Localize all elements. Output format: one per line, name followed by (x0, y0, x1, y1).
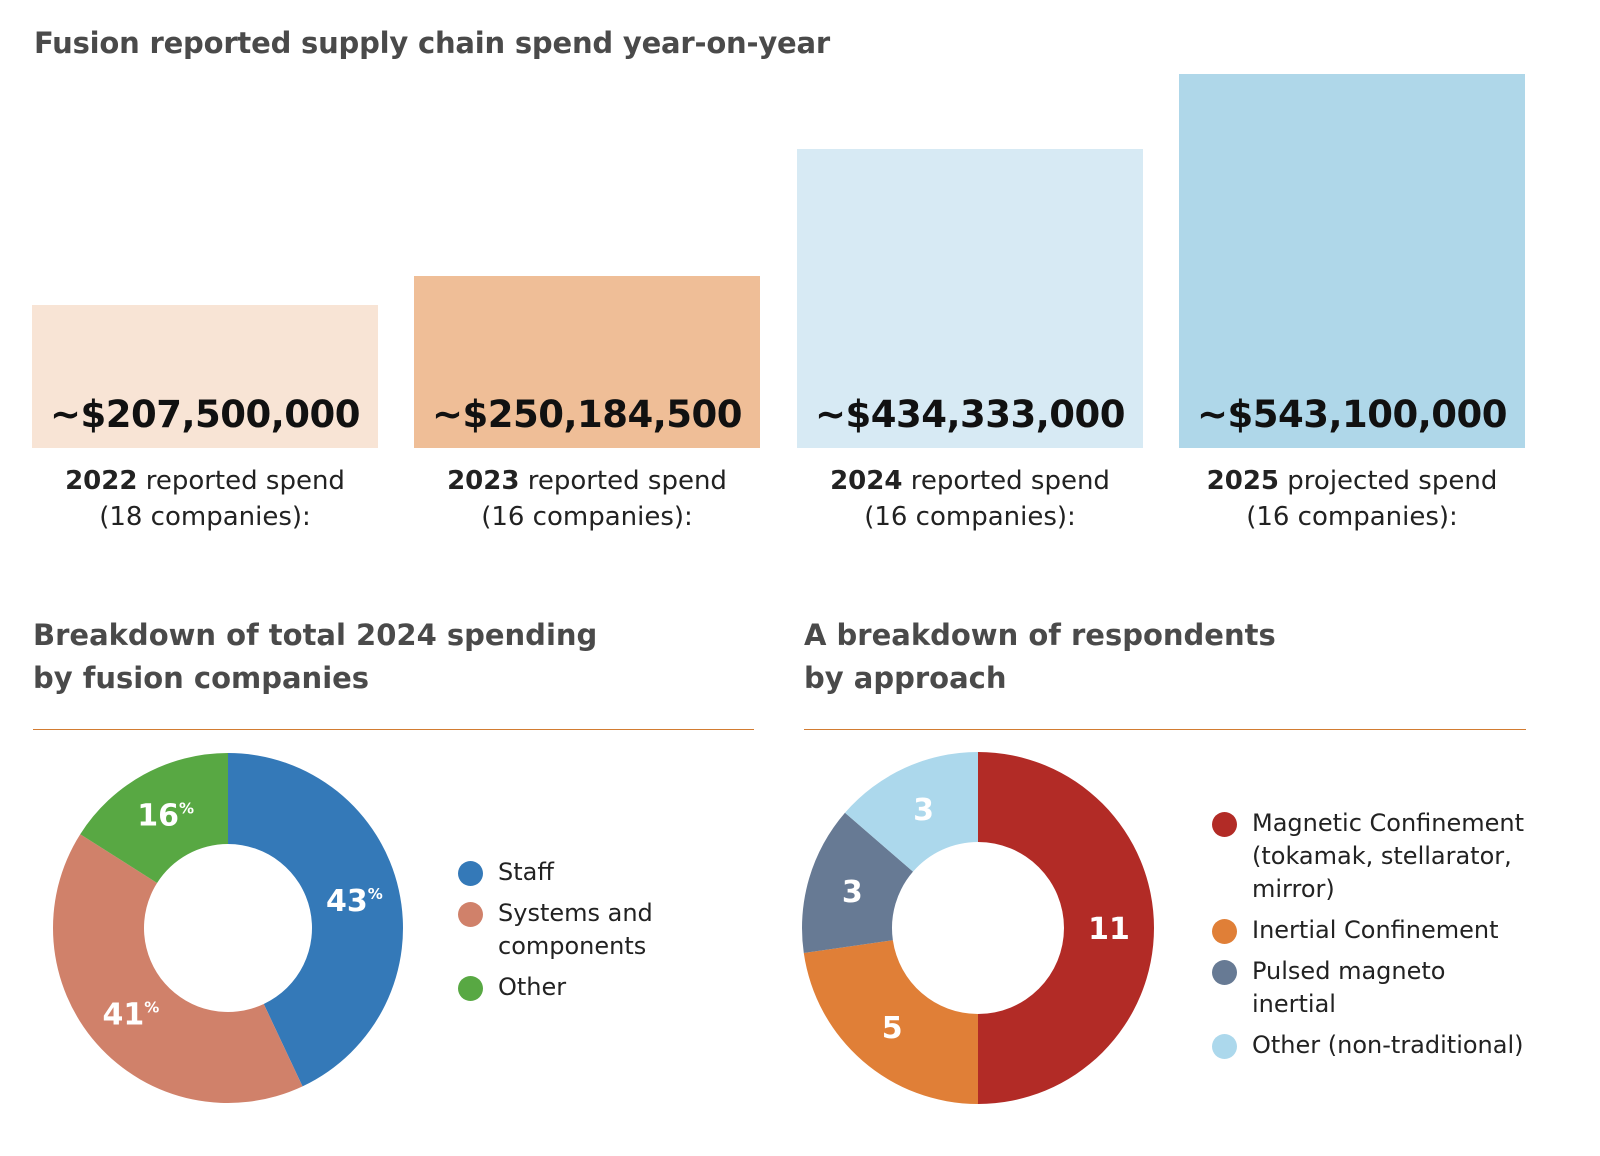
approach-legend-swatch (1212, 1034, 1237, 1059)
approach-legend-item-4: Other (non-traditional) (1212, 1029, 1524, 1062)
bar-caption-line-1: 2022 reported spend (25, 463, 385, 499)
bar-caption-line-1: 2024 reported spend (790, 463, 1150, 499)
bar-caption-companies: (16 companies): (864, 502, 1076, 532)
approach-divider (804, 729, 1526, 730)
bar-caption-line-1: 2023 reported spend (407, 463, 767, 499)
spending-legend-item-3: Other (458, 971, 653, 1004)
approach-value-label-3: 3 (842, 875, 863, 910)
bar-caption-2022: 2022 reported spend (18 companies): (25, 463, 385, 535)
approach-breakdown-title-line-1: A breakdown of respondents (804, 618, 1276, 652)
approach-value-label-4: 3 (913, 793, 934, 828)
bar-value-label-2024: ~$434,333,000 (814, 393, 1126, 436)
bar-caption-year: 2023 (447, 466, 520, 496)
approach-legend-swatch (1212, 919, 1237, 944)
approach-breakdown-title: A breakdown of respondents by approach (804, 614, 1276, 700)
spending-legend-label: Other (498, 973, 567, 1001)
approach-legend: Magnetic Confinement (tokamak, stellarato… (1212, 807, 1524, 1070)
spending-legend-item-1: Staff (458, 856, 653, 889)
bar-2025: ~$543,100,000 (1179, 74, 1525, 448)
spending-breakdown-title-line-2: by fusion companies (33, 661, 370, 695)
spending-legend-label: Staff (498, 858, 554, 886)
approach-legend-label: (tokamak, stellarator, (1252, 842, 1512, 870)
bar-caption-line-1: 2025 projected spend (1172, 463, 1532, 499)
approach-legend-item-2: Inertial Confinement (1212, 914, 1524, 947)
approach-breakdown-title-line-2: by approach (804, 661, 1007, 695)
bar-2024: ~$434,333,000 (797, 149, 1143, 448)
approach-legend-label: Other (non-traditional) (1252, 1031, 1524, 1059)
spending-legend: Staff Systems and components Other (458, 856, 653, 1012)
approach-legend-label: inertial (1252, 990, 1336, 1018)
bar-caption-2025: 2025 projected spend (16 companies): (1172, 463, 1532, 535)
page-title: Fusion reported supply chain spend year-… (34, 26, 830, 60)
spending-slice-2 (53, 834, 303, 1103)
bar-caption-companies: (16 companies): (1246, 502, 1458, 532)
bar-caption-companies: (18 companies): (99, 502, 311, 532)
approach-value-label-1: 11 (1088, 912, 1130, 947)
spending-slice-1 (228, 753, 403, 1087)
spending-value-label-1: 43% (326, 884, 383, 919)
bar-caption-kind: projected spend (1279, 466, 1498, 496)
bar-value-label-2022: ~$207,500,000 (49, 393, 361, 436)
approach-legend-label: Pulsed magneto (1252, 957, 1446, 985)
bar-2022: ~$207,500,000 (32, 305, 378, 448)
approach-legend-item-1: Magnetic Confinement (tokamak, stellarato… (1212, 807, 1524, 906)
approach-slice-3 (802, 812, 914, 954)
bar-caption-kind: reported spend (902, 466, 1110, 496)
approach-legend-swatch (1212, 812, 1237, 837)
bar-caption-2024: 2024 reported spend (16 companies): (790, 463, 1150, 535)
bar-caption-year: 2024 (830, 466, 903, 496)
bar-caption-companies: (16 companies): (481, 502, 693, 532)
spending-legend-label: Systems and (498, 899, 653, 927)
bar-caption-year: 2022 (65, 466, 138, 496)
approach-legend-label: Magnetic Confinement (1252, 809, 1525, 837)
bar-caption-kind: reported spend (137, 466, 345, 496)
approach-slice-2 (803, 940, 978, 1104)
bar-value-label-2025: ~$543,100,000 (1196, 393, 1508, 436)
approach-value-label-2: 5 (882, 1011, 903, 1046)
spending-legend-label: components (498, 932, 647, 960)
approach-legend-swatch (1212, 960, 1237, 985)
bar-caption-year: 2025 (1206, 466, 1280, 496)
bar-caption-2023: 2023 reported spend (16 companies): (407, 463, 767, 535)
spending-divider (33, 729, 754, 730)
bar-caption-kind: reported spend (519, 466, 727, 496)
approach-slice-1 (978, 752, 1154, 1104)
spending-breakdown-title: Breakdown of total 2024 spending by fusi… (33, 614, 597, 700)
approach-legend-label: mirror) (1252, 875, 1335, 903)
bar-chart: ~$207,500,000 ~$250,184,500 ~$434,333,000 ~… (0, 0, 1600, 570)
spending-value-label-3: 16% (137, 799, 194, 834)
spending-breakdown-title-line-1: Breakdown of total 2024 spending (33, 618, 598, 652)
spending-legend-item-2: Systems and components (458, 897, 653, 963)
approach-slice-4 (844, 752, 978, 872)
bar-2023: ~$250,184,500 (414, 276, 760, 448)
spending-legend-swatch (458, 861, 483, 886)
spending-legend-swatch (458, 976, 483, 1001)
approach-legend-label: Inertial Confinement (1252, 916, 1499, 944)
bar-value-label-2023: ~$250,184,500 (431, 393, 743, 436)
spending-slice-3 (80, 753, 228, 883)
spending-legend-swatch (458, 902, 483, 927)
approach-legend-item-3: Pulsed magneto inertial (1212, 955, 1524, 1021)
